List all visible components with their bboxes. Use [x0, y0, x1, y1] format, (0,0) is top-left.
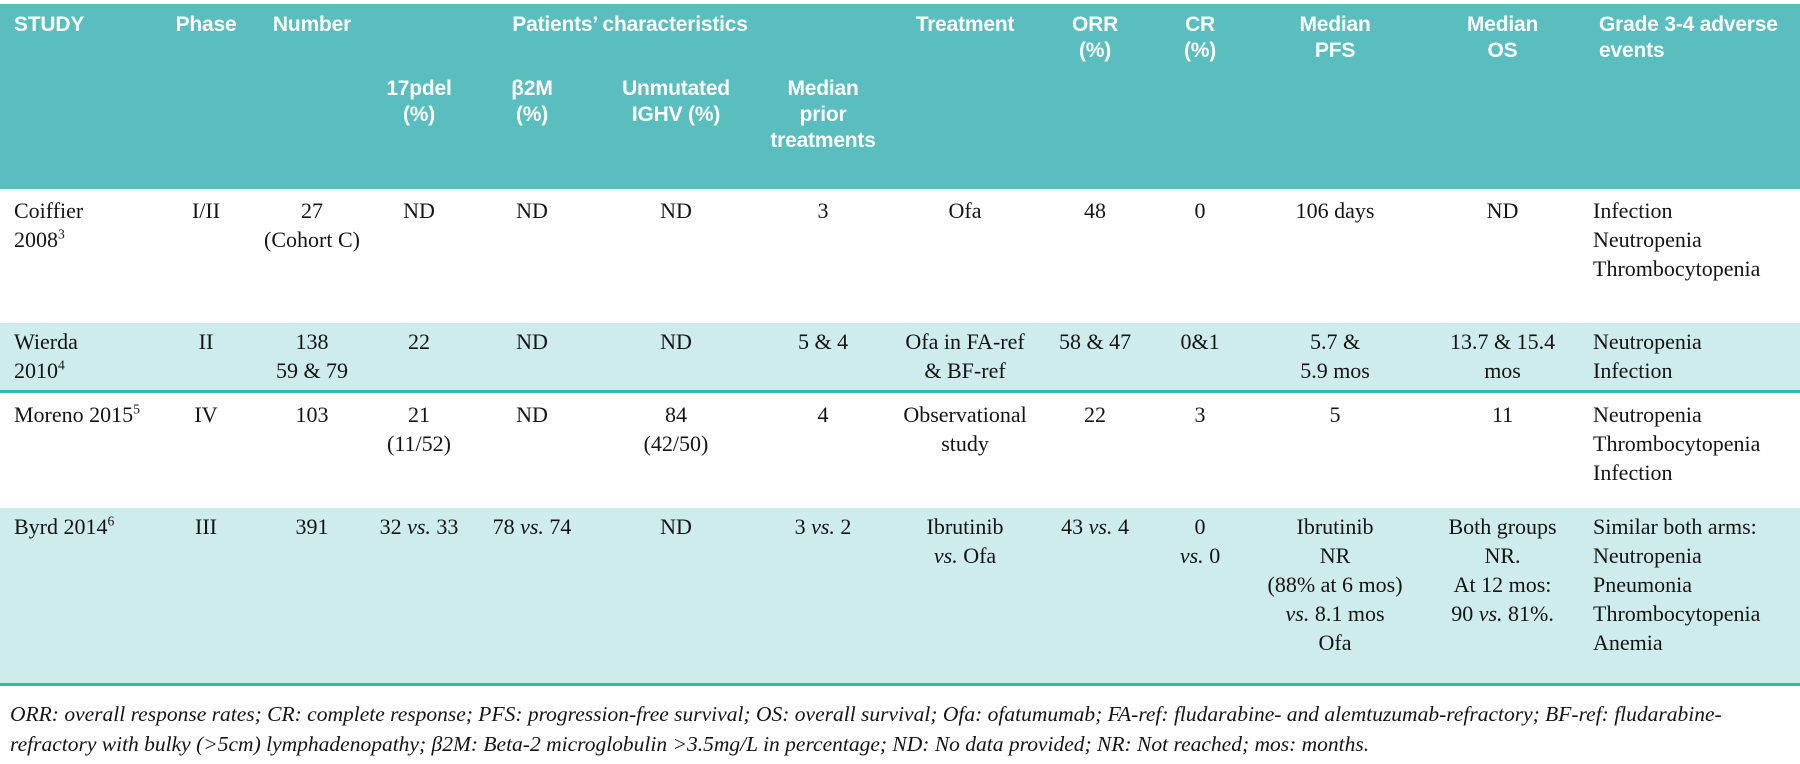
cell-adverse-events: Neutropenia Thrombocytopenia Infection: [1585, 391, 1800, 508]
table-row-wierda-2010: Wierda 20104 II 138 59 & 79 22 ND ND 5 & 4…: [0, 323, 1800, 393]
cell-median-os: 13.7 & 15.4 mos: [1420, 323, 1586, 393]
col-header-treatment: Treatment: [890, 4, 1041, 189]
cell-median-prior-treatments: 3: [756, 189, 891, 323]
cell-17pdel: 22: [370, 323, 468, 393]
cell-17pdel: 32 vs. 33: [370, 508, 468, 686]
col-header-median-os: Median OS: [1420, 4, 1586, 189]
cell-17pdel: ND: [370, 189, 468, 323]
cell-study: Coiffier 20083: [0, 189, 158, 323]
cell-orr: 58 & 47: [1040, 323, 1151, 393]
cell-median-prior-treatments: 3 vs. 2: [756, 508, 891, 686]
cell-cr: 0: [1150, 189, 1251, 323]
cell-adverse-events: Infection Neutropenia Thrombocytopenia: [1585, 189, 1800, 323]
table-row-coiffier-2008: Coiffier 20083 I/II 27 (Cohort C) ND ND ND…: [0, 189, 1800, 323]
abbreviations-footnote: ORR: overall response rates; CR: complet…: [10, 701, 1722, 756]
cell-median-prior-treatments: 4: [756, 391, 891, 508]
cell-median-os: ND: [1420, 189, 1586, 323]
col-header-median-pfs: Median PFS: [1250, 4, 1421, 189]
header-row-main: STUDY Phase Number Patients’ characteris…: [0, 4, 1800, 189]
col-header-unmutated-ighv: Unmutated IGHV (%): [596, 74, 756, 189]
cell-adverse-events: Neutropenia Infection: [1585, 323, 1800, 393]
table-row-byrd-2014: Byrd 20146 III 391 32 vs. 33 78 vs. 74 N…: [0, 508, 1800, 686]
cell-median-pfs: 5: [1250, 391, 1421, 508]
cell-cr: 0&1: [1150, 323, 1251, 393]
cell-b2m: ND: [468, 323, 596, 393]
col-header-study: STUDY: [0, 4, 158, 189]
col-header-phase: Phase: [158, 4, 254, 189]
col-header-patients-characteristics: Patients’ characteristics: [370, 4, 891, 74]
header-row-sub: 17pdel (%) β2M (%) Unmutated IGHV (%) Media…: [0, 74, 1800, 189]
cell-number: 103: [254, 391, 370, 508]
cell-median-pfs: 5.7 & 5.9 mos: [1250, 323, 1421, 393]
col-header-orr: ORR (%): [1040, 4, 1151, 189]
cell-unmutated-ighv: ND: [596, 189, 756, 323]
table-row-moreno-2015: Moreno 20155 IV 103 21 (11/52) ND 84 (42/5…: [0, 391, 1800, 508]
cell-b2m: ND: [468, 391, 596, 508]
cell-number: 138 59 & 79: [254, 323, 370, 393]
cell-treatment: Ibrutinib vs. Ofa: [890, 508, 1041, 686]
cell-b2m: ND: [468, 189, 596, 323]
cell-phase: I/II: [158, 189, 254, 323]
cell-unmutated-ighv: ND: [596, 323, 756, 393]
cell-treatment: Ofa in FA-ref & BF-ref: [890, 323, 1041, 393]
cell-orr: 48: [1040, 189, 1151, 323]
cell-treatment: Observational study: [890, 391, 1041, 508]
study-comparison-table: STUDY Phase Number Patients’ characteris…: [0, 4, 1800, 686]
cell-median-pfs: Ibrutinib NR (88% at 6 mos) vs. 8.1 mos Ofa: [1250, 508, 1421, 686]
cell-median-os: Both groups NR. At 12 mos: 90 vs. 81%.: [1420, 508, 1586, 686]
table-body: Coiffier 20083 I/II 27 (Cohort C) ND ND ND…: [0, 189, 1800, 686]
cell-median-prior-treatments: 5 & 4: [756, 323, 891, 393]
col-header-cr: CR (%): [1150, 4, 1251, 189]
cell-number: 391: [254, 508, 370, 686]
col-header-b2m: β2M (%): [468, 74, 596, 189]
col-header-adverse-events: Grade 3-4 adverse events: [1585, 4, 1800, 189]
cell-cr: 3: [1150, 391, 1251, 508]
cell-orr: 43 vs. 4: [1040, 508, 1151, 686]
cell-phase: IV: [158, 391, 254, 508]
cell-median-pfs: 106 days: [1250, 189, 1421, 323]
col-header-17pdel: 17pdel (%): [370, 74, 468, 189]
cell-cr: 0 vs. 0: [1150, 508, 1251, 686]
cell-adverse-events: Similar both arms: Neutropenia Pneumonia Th…: [1585, 508, 1800, 686]
cell-17pdel: 21 (11/52): [370, 391, 468, 508]
cell-treatment: Ofa: [890, 189, 1041, 323]
cell-phase: III: [158, 508, 254, 686]
cell-study: Byrd 20146: [0, 508, 158, 686]
cell-orr: 22: [1040, 391, 1151, 508]
cell-number: 27 (Cohort C): [254, 189, 370, 323]
cell-study: Wierda 20104: [0, 323, 158, 393]
col-header-number: Number: [254, 4, 370, 189]
cell-phase: II: [158, 323, 254, 393]
cell-unmutated-ighv: 84 (42/50): [596, 391, 756, 508]
cell-median-os: 11: [1420, 391, 1586, 508]
table-header: STUDY Phase Number Patients’ characteris…: [0, 4, 1800, 189]
cell-study: Moreno 20155: [0, 391, 158, 508]
cell-b2m: 78 vs. 74: [468, 508, 596, 686]
col-header-median-prior-treatments: Median prior treatments: [756, 74, 891, 189]
cell-unmutated-ighv: ND: [596, 508, 756, 686]
